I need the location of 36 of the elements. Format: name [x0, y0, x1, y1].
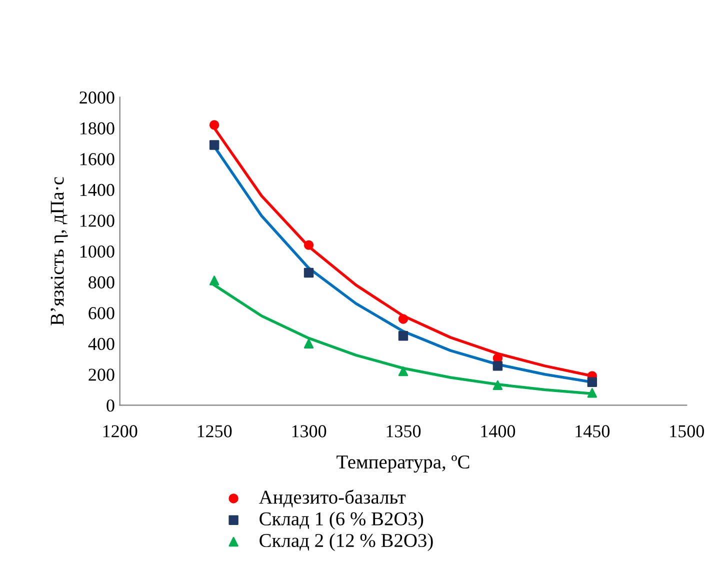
y-tick-label: 1000: [80, 245, 114, 258]
point: [209, 120, 220, 130]
point: [492, 380, 503, 390]
point: [398, 366, 408, 376]
x-tick-label: 1450: [576, 425, 610, 438]
x-tick-label: 1200: [103, 425, 138, 438]
y-tick-label: 0: [106, 399, 114, 412]
y-tick-label: 400: [88, 338, 114, 350]
x-tick-label: 1400: [481, 425, 516, 438]
x-tick-label: 1350: [386, 425, 421, 438]
point: [398, 314, 408, 324]
y-tick-label: 800: [88, 276, 114, 288]
y-tick-label: 200: [88, 368, 114, 381]
point: [209, 276, 220, 286]
y-tick-label: 1400: [80, 184, 114, 196]
x-axis-title: Температура, ºС: [336, 455, 470, 473]
legend-label: Андезито-базальт: [259, 490, 406, 508]
point: [492, 361, 503, 371]
x-tick-label: 1300: [292, 425, 326, 438]
point: [398, 331, 408, 341]
y-tick-label: 600: [88, 307, 114, 320]
y-tick-label: 1200: [80, 214, 114, 227]
x-tick-label: 1250: [198, 425, 232, 438]
point: [587, 388, 598, 398]
point: [209, 140, 220, 150]
point: [304, 338, 314, 348]
point: [304, 240, 314, 250]
y-tick-label: 1600: [80, 153, 114, 166]
point: [587, 377, 598, 387]
point: [304, 268, 314, 278]
legend-label: Склад 1 (6 % B2O3): [260, 512, 424, 530]
y-tick-label: 1800: [80, 122, 114, 134]
x-tick-label: 1500: [670, 425, 704, 438]
y-axis-title: В’язкість η, дПа·с: [50, 177, 68, 326]
legend-label: Склад 2 (12 % B2O3): [260, 533, 433, 552]
y-tick-label: 2000: [80, 91, 114, 104]
